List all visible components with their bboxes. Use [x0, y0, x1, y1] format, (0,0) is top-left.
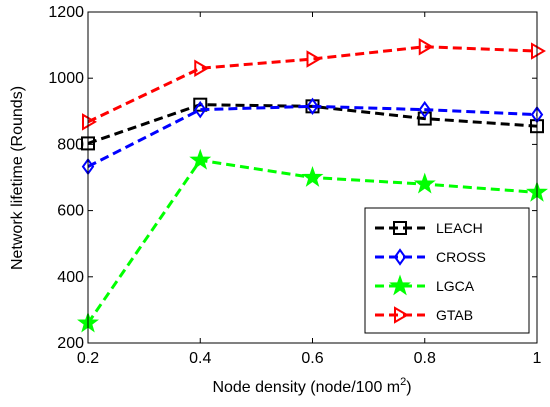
data-point-leach	[193, 97, 208, 112]
data-point-leach	[417, 111, 432, 126]
data-point-cross	[194, 100, 207, 119]
data-point-cross	[418, 100, 431, 119]
data-point-gtab	[306, 50, 322, 68]
series-line-cross	[87, 104, 538, 168]
x-tick-label: 1	[533, 350, 542, 367]
legend-marker-gtab	[394, 306, 409, 324]
legend-label-lgca: LGCA	[436, 278, 475, 294]
y-axis-label: Network lifetime (Rounds)	[9, 86, 26, 270]
data-point-gtab	[82, 113, 97, 131]
plot-frame	[87, 11, 538, 344]
x-axis-label: Node density (node/100 m2)	[212, 376, 411, 396]
legend-label-cross: CROSS	[436, 249, 486, 265]
x-tick-label: 0.2	[77, 350, 99, 367]
y-tick-label: 600	[57, 203, 84, 220]
data-point-gtab	[194, 59, 210, 78]
data-point-gtab	[531, 42, 546, 60]
legend-marker-cross	[393, 248, 407, 266]
data-point-gtab	[418, 38, 434, 56]
x-tick-label: 0.6	[301, 350, 323, 367]
y-tick-label: 1000	[48, 70, 84, 87]
data-point-lgca	[301, 165, 324, 187]
y-tick-label: 800	[57, 136, 84, 153]
legend-label-leach: LEACH	[436, 220, 483, 236]
y-tick-label: 400	[57, 269, 84, 286]
data-point-lgca	[413, 172, 436, 194]
data-point-lgca	[189, 148, 212, 170]
x-tick-label: 0.4	[189, 350, 211, 367]
legend-marker-leach	[393, 221, 407, 235]
y-tick-label: 1200	[48, 4, 84, 21]
data-point-cross	[306, 97, 319, 116]
series-gtab	[82, 38, 546, 131]
y-tick-label: 200	[57, 335, 84, 352]
legend-marker-lgca	[389, 274, 411, 296]
legend-label-gtab: GTAB	[436, 307, 473, 323]
x-tick-label: 0.8	[414, 350, 436, 367]
